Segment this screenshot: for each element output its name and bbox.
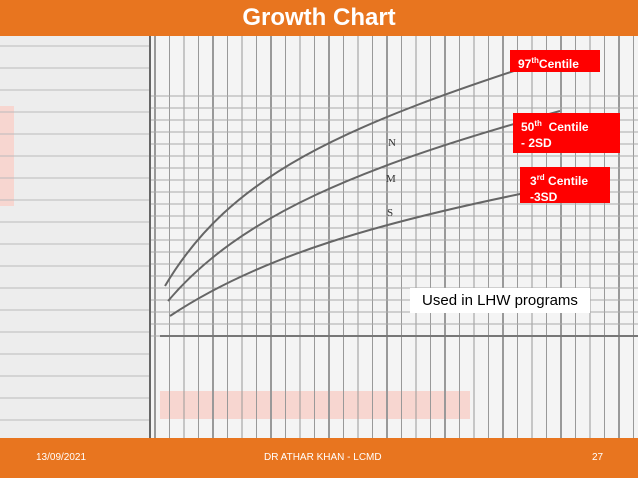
annotation-line2: -3SD	[530, 190, 558, 204]
caption: Used in LHW programs	[410, 288, 590, 313]
ordinal-suffix: rd	[536, 173, 545, 182]
curve-bottom	[169, 185, 561, 317]
ordinal: 3	[530, 174, 537, 188]
footer-page: 27	[592, 452, 604, 463]
ordinal: 50	[521, 120, 535, 134]
footer-date: 13/09/2021	[36, 452, 87, 463]
ordinal-suffix: th	[531, 56, 539, 65]
annotation-97: 97thCentile	[510, 50, 600, 72]
footer-author: DR ATHAR KHAN - LCMD	[264, 452, 382, 463]
annotation-line2: - 2SD	[521, 136, 552, 150]
curve-top	[164, 55, 561, 287]
annotation-text: Centile	[548, 174, 589, 188]
ordinal-suffix: th	[534, 119, 542, 128]
left-panel	[0, 36, 150, 438]
annotation-text: Centile	[548, 120, 589, 134]
slide-title: Growth Chart	[0, 0, 638, 36]
chart-letter: S	[387, 207, 393, 219]
grid	[0, 36, 638, 438]
growth-chart-image: N M S	[0, 36, 638, 438]
chart-letter: M	[386, 173, 396, 185]
curve-middle	[167, 110, 561, 302]
chart-letter: N	[388, 137, 396, 149]
ordinal: 97	[518, 57, 532, 71]
annotation-3: 3rd Centile -3SD	[520, 167, 610, 204]
annotation-50: 50th Centile - 2SD	[513, 113, 620, 153]
annotation-text: Centile	[538, 57, 579, 71]
footer: 13/09/2021 DR ATHAR KHAN - LCMD 27	[0, 438, 638, 478]
